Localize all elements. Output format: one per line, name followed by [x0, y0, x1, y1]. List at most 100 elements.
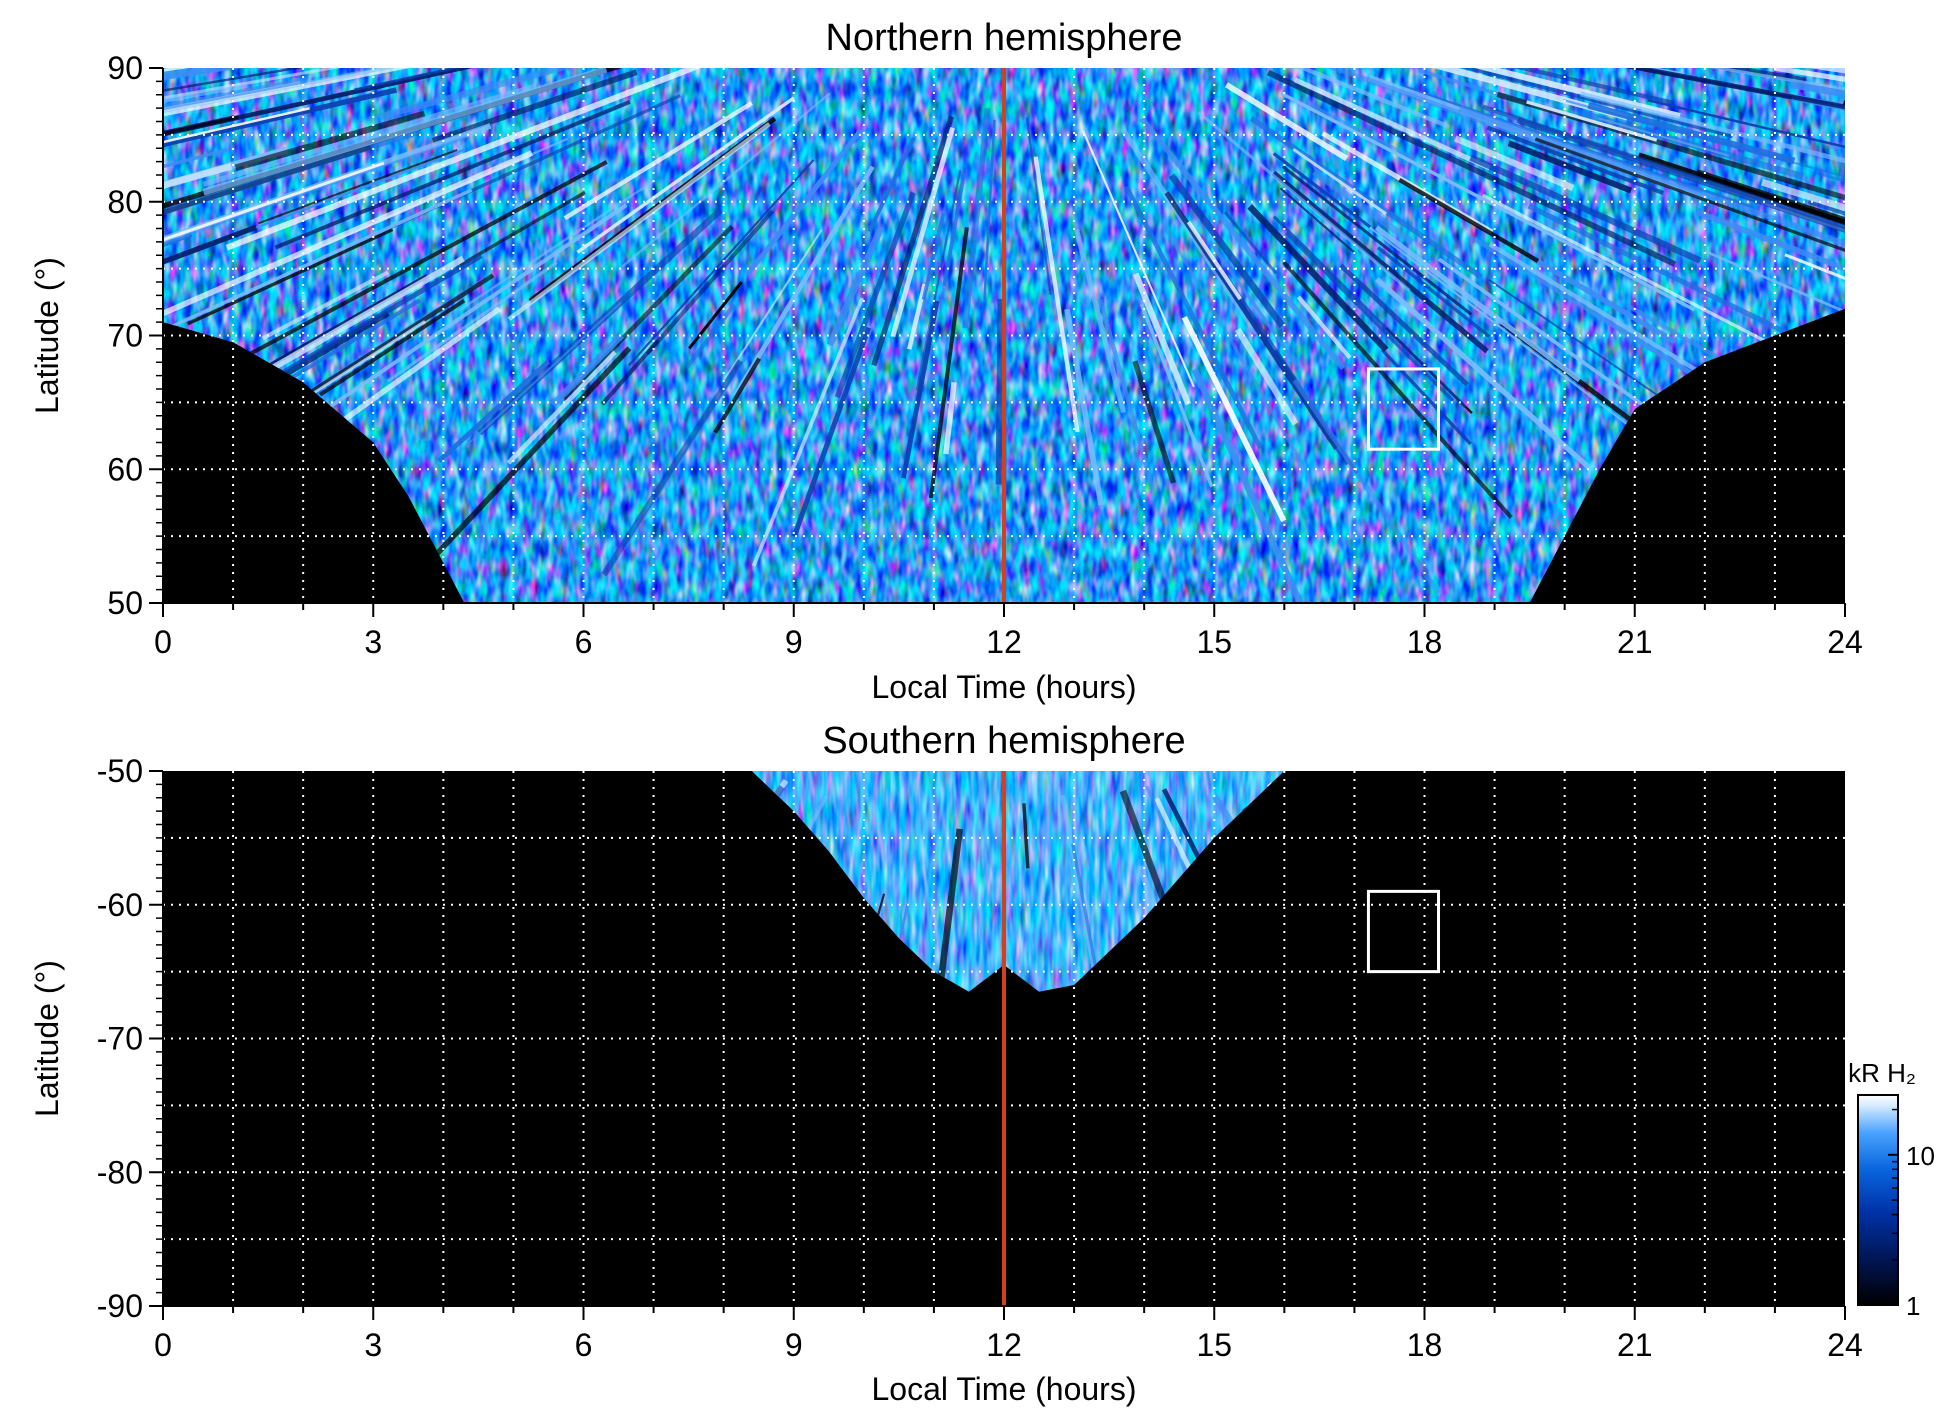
emission-streak: [1064, 308, 1104, 506]
y-tick-label: -80: [97, 1154, 143, 1190]
emission-streak: [713, 357, 762, 434]
emission-streak: [550, 332, 624, 408]
emission-streak: [0, 75, 32, 108]
emission-streak: [600, 339, 660, 406]
emission-streak: [291, 703, 472, 782]
emission-streak: [867, 136, 916, 233]
emission-streak: [378, 68, 588, 121]
emission-streak: [208, 9, 556, 57]
x-tick-label: 9: [785, 1327, 803, 1363]
emission-streak: [1375, 277, 1591, 470]
emission-streak: [163, 107, 310, 196]
emission-streak: [1139, 303, 1214, 488]
north-emission-streaks: [0, 0, 1950, 603]
emission-streak: [890, 127, 955, 338]
emission-streak: [1602, 21, 1755, 40]
emission-streak: [1280, 91, 1695, 312]
emission-streak: [1843, 100, 1845, 178]
emission-streak: [1358, 218, 1658, 448]
emission-streak: [1931, 188, 1950, 248]
emission-streak: [1624, 6, 1950, 38]
emission-streak: [506, 350, 617, 465]
x-tick-label: 21: [1617, 624, 1653, 660]
x-tick-label: 24: [1827, 624, 1863, 660]
north-axes: 0 3 6 9 12 15 18 21 24 50 60 70 80 90: [107, 50, 1862, 660]
south-panel: Southern hemisphere 0 3 6 9 12 15 18 21 24 -90 -80…: [29, 703, 1863, 1407]
emission-streak: [1636, 706, 1806, 769]
emission-streak: [0, 0, 187, 33]
y-tick-label: 60: [107, 451, 143, 487]
emission-streak: [962, 108, 991, 329]
emission-streak: [915, 170, 962, 391]
emission-streak: [319, 298, 466, 397]
emission-streak: [685, 303, 737, 369]
emission-streak: [1716, 0, 1950, 31]
y-tick-label: -90: [97, 1288, 143, 1324]
emission-streak: [0, 93, 6, 119]
emission-streak: [1725, 6, 1950, 33]
emission-streak: [163, 68, 578, 134]
emission-streak: [1507, 140, 1633, 194]
emission-streak: [1339, 263, 1469, 387]
emission-streak: [995, 298, 1004, 485]
emission-streak: [1863, 190, 1950, 346]
emission-streak: [1357, 68, 1792, 100]
emission-streak: [163, 128, 420, 255]
emission-streak: [1292, 378, 1441, 595]
emission-streak: [1473, 68, 1681, 119]
emission-streak: [0, 54, 19, 70]
emission-streak: [1282, 260, 1513, 519]
north-region-box: [1366, 367, 1441, 451]
emission-streak: [1891, 132, 1950, 170]
emission-streak: [1398, 177, 1540, 263]
emission-streak: [202, 68, 608, 196]
emission-streak: [311, 320, 426, 395]
emission-streak: [791, 326, 872, 538]
emission-streak: [1704, 250, 1845, 354]
emission-streak: [238, 5, 542, 43]
x-tick-label: 21: [1617, 1327, 1653, 1363]
emission-streak: [0, 21, 73, 38]
emission-streak: [0, 18, 110, 63]
emission-streak: [1139, 116, 1346, 371]
emission-streak: [1082, 130, 1195, 388]
x-tick-label: 24: [1827, 1327, 1863, 1363]
south-title: Southern hemisphere: [822, 720, 1185, 762]
emission-streak: [163, 135, 467, 302]
x-tick-label: 6: [575, 624, 593, 660]
emission-streak: [1587, 102, 1796, 165]
emission-streak: [1281, 165, 1473, 316]
emission-streak: [163, 83, 248, 173]
emission-streak: [1272, 215, 1467, 409]
north-panel: Northern hemisphere 0 3 6 9 12 15 18 21 24 50 60 70…: [0, 0, 1950, 705]
emission-streak: [0, 122, 112, 155]
emission-streak: [163, 68, 345, 94]
emission-streak: [1821, 19, 1950, 34]
emission-streak: [1304, 101, 1415, 162]
north-title: Northern hemisphere: [826, 17, 1183, 59]
x-tick-label: 15: [1196, 1327, 1232, 1363]
emission-streak: [1279, 187, 1357, 255]
emission-streak: [163, 147, 229, 234]
emission-streak: [934, 828, 964, 992]
emission-streak: [834, 191, 916, 399]
emission-streak: [983, 119, 996, 301]
emission-streak: [921, 212, 946, 301]
emission-streak: [1516, 117, 1845, 297]
emission-streak: [563, 101, 753, 221]
x-tick-label: 18: [1407, 1327, 1443, 1363]
emission-streak: [645, 209, 775, 356]
colorbar-tick-label: 10: [1906, 1141, 1935, 1171]
emission-streak: [1378, 68, 1845, 81]
x-tick-label: 3: [364, 1327, 382, 1363]
y-tick-label: 50: [107, 585, 143, 621]
emission-streak: [163, 68, 302, 94]
emission-streak: [1098, 298, 1154, 487]
emission-streak: [1481, 193, 1805, 363]
emission-streak: [1437, 257, 1647, 409]
emission-streak: [163, 115, 239, 159]
y-tick-label: -70: [97, 1021, 143, 1057]
emission-streak: [1485, 0, 1627, 15]
x-tick-label: 15: [1196, 624, 1232, 660]
emission-streak: [1247, 204, 1389, 353]
